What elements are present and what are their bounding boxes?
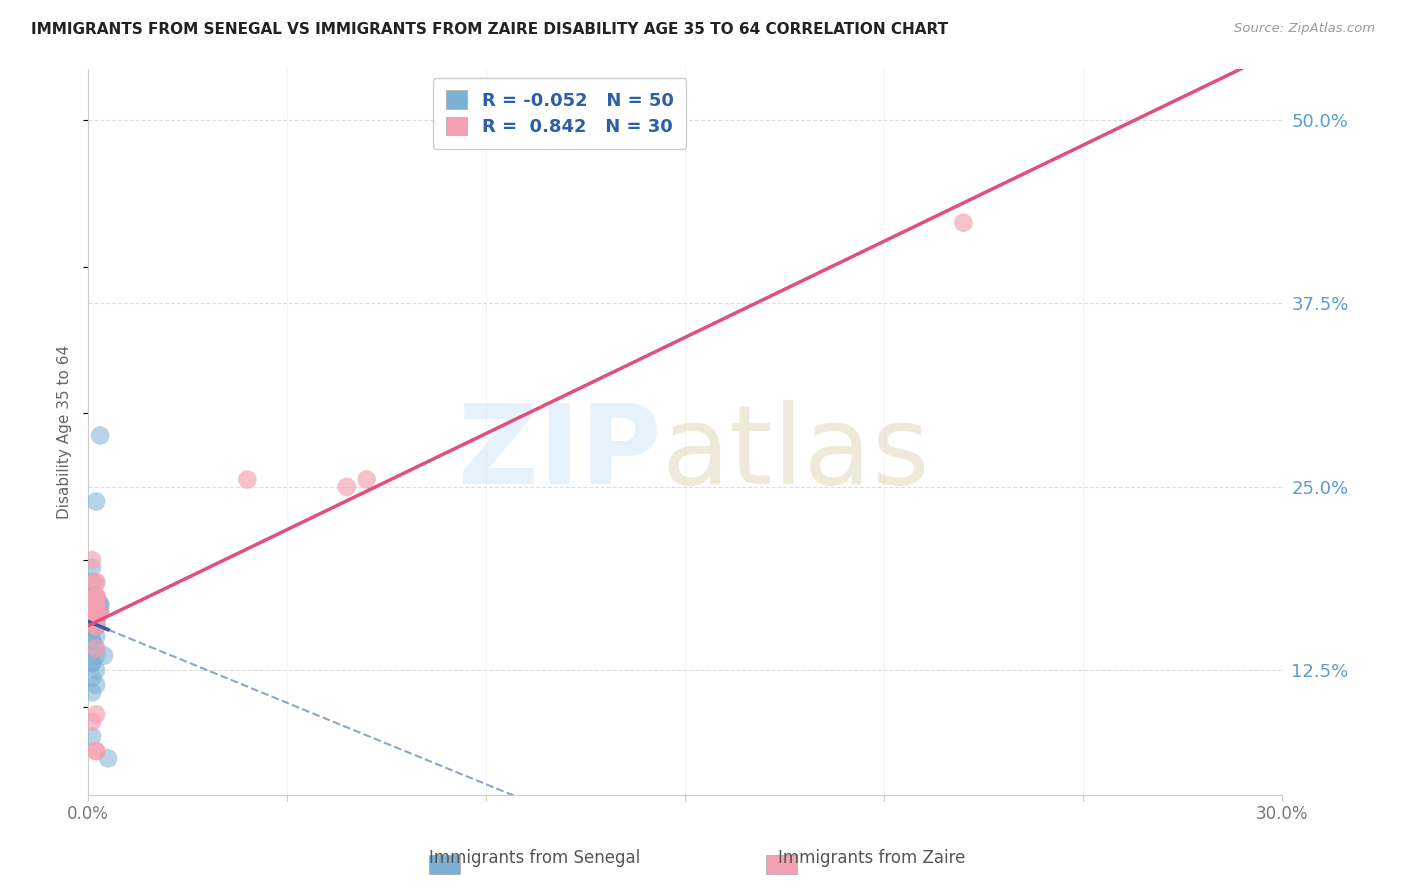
Point <box>84 630 107 644</box>
Point <box>952 216 974 230</box>
Point <box>84 575 107 590</box>
Point <box>82 590 104 604</box>
Point <box>82 605 104 619</box>
Point <box>84 575 107 590</box>
Point <box>82 619 104 633</box>
Point <box>82 553 104 567</box>
Point <box>84 641 107 656</box>
Point <box>82 612 104 626</box>
Point <box>84 605 107 619</box>
Point <box>84 612 107 626</box>
Point <box>89 428 111 442</box>
Point <box>82 590 104 604</box>
Point <box>84 605 107 619</box>
Point <box>82 619 104 633</box>
Point <box>84 597 107 611</box>
Text: Immigrants from Zaire: Immigrants from Zaire <box>778 849 966 867</box>
Point <box>84 648 107 663</box>
Point <box>84 605 107 619</box>
Point <box>89 605 111 619</box>
Legend: R = -0.052   N = 50, R =  0.842   N = 30: R = -0.052 N = 50, R = 0.842 N = 30 <box>433 78 686 149</box>
Point <box>89 597 111 611</box>
Point <box>84 707 107 722</box>
Point <box>84 663 107 677</box>
Point <box>84 612 107 626</box>
Point <box>82 656 104 670</box>
Point <box>82 671 104 685</box>
Point <box>89 597 111 611</box>
Point <box>84 605 107 619</box>
Text: ZIP: ZIP <box>458 401 661 507</box>
Point <box>82 634 104 648</box>
Point <box>82 714 104 729</box>
Point <box>84 619 107 633</box>
Point <box>84 590 107 604</box>
Y-axis label: Disability Age 35 to 64: Disability Age 35 to 64 <box>58 344 72 519</box>
Point <box>82 619 104 633</box>
Point <box>89 605 111 619</box>
Point <box>84 619 107 633</box>
Point <box>84 590 107 604</box>
Point <box>84 615 107 629</box>
Point <box>84 612 107 626</box>
Point <box>84 605 107 619</box>
Point <box>82 575 104 590</box>
Point <box>84 494 107 508</box>
Point <box>97 751 120 765</box>
Point <box>356 473 378 487</box>
Point <box>84 609 107 624</box>
Point <box>84 678 107 692</box>
Text: Immigrants from Senegal: Immigrants from Senegal <box>429 849 640 867</box>
Point <box>82 624 104 638</box>
Point <box>84 619 107 633</box>
Point <box>84 619 107 633</box>
Text: atlas: atlas <box>661 401 929 507</box>
Point <box>84 590 107 604</box>
Point <box>84 605 107 619</box>
Point <box>82 730 104 744</box>
Point <box>82 685 104 699</box>
Point <box>84 590 107 604</box>
Point <box>84 641 107 656</box>
Point <box>82 560 104 574</box>
Point <box>84 590 107 604</box>
Point <box>84 619 107 633</box>
Point <box>82 619 104 633</box>
Text: Source: ZipAtlas.com: Source: ZipAtlas.com <box>1234 22 1375 36</box>
Point <box>82 590 104 604</box>
Point <box>82 605 104 619</box>
Point <box>82 605 104 619</box>
Point <box>84 744 107 758</box>
Point <box>84 612 107 626</box>
Point <box>82 605 104 619</box>
Point <box>84 590 107 604</box>
Point <box>84 590 107 604</box>
Point <box>82 619 104 633</box>
Point <box>89 600 111 615</box>
Point <box>93 648 115 663</box>
Point <box>84 605 107 619</box>
Point <box>236 473 259 487</box>
Point <box>82 615 104 629</box>
Point <box>84 619 107 633</box>
Text: IMMIGRANTS FROM SENEGAL VS IMMIGRANTS FROM ZAIRE DISABILITY AGE 35 TO 64 CORRELA: IMMIGRANTS FROM SENEGAL VS IMMIGRANTS FR… <box>31 22 948 37</box>
Point <box>82 634 104 648</box>
Point <box>82 590 104 604</box>
Point <box>336 480 359 494</box>
Point <box>82 612 104 626</box>
Point <box>84 612 107 626</box>
Point <box>84 744 107 758</box>
Point <box>82 656 104 670</box>
